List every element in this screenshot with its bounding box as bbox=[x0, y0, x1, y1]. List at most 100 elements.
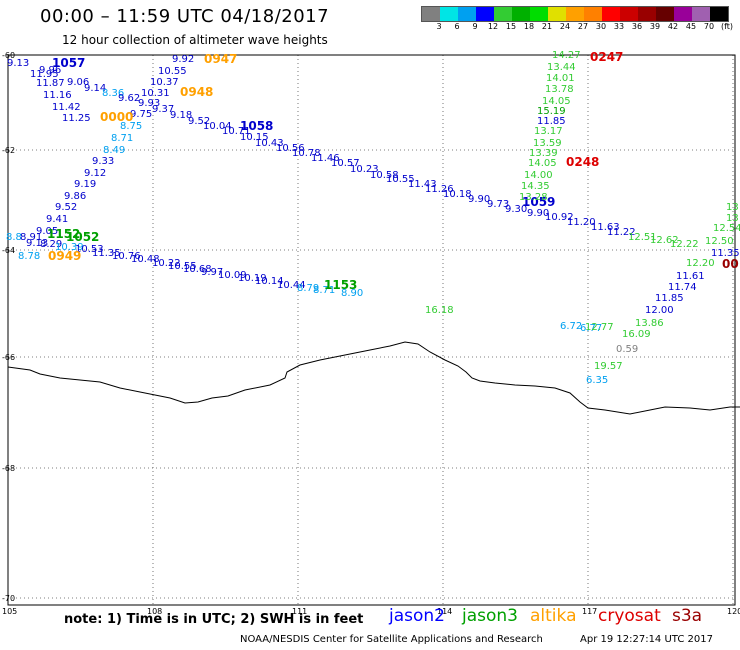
swh-value-label: 14.05 bbox=[528, 158, 557, 169]
swh-value-label: 11.85 bbox=[655, 293, 684, 304]
swh-value-label: 8.71 bbox=[313, 285, 335, 296]
color-scale-swatch bbox=[512, 7, 530, 21]
pass-time-label: 1153 bbox=[324, 278, 357, 292]
swh-value-label: 11.35 bbox=[92, 248, 121, 259]
swh-value-label: 13.17 bbox=[534, 126, 563, 137]
swh-value-label: 13.59 bbox=[533, 138, 562, 149]
swh-value-label: 10.55 bbox=[158, 66, 187, 77]
color-scale-swatch bbox=[422, 7, 440, 21]
color-scale-labels: 3 6 9 12 15 18 21 24 27 30 33 36 39 42 45 70 (ft) bbox=[421, 22, 734, 34]
swh-value-label: 9.41 bbox=[46, 214, 68, 225]
swh-value-label: 13.86 bbox=[635, 318, 664, 329]
wave-height-color-scale bbox=[421, 6, 729, 22]
swh-value-label: 12.51 bbox=[628, 232, 657, 243]
credit-line: NOAA/NESDIS Center for Satellite Applica… bbox=[240, 634, 543, 645]
swh-value-label: 11.20 bbox=[567, 217, 596, 228]
swh-value-label: 9.18 bbox=[170, 110, 192, 121]
swh-value-label: 14.00 bbox=[524, 170, 553, 181]
swh-value-label: 10.44 bbox=[277, 280, 306, 291]
color-scale-swatch bbox=[656, 7, 674, 21]
color-scale-swatch bbox=[530, 7, 548, 21]
swh-value-label: 10.39 bbox=[55, 242, 84, 253]
swh-value-label: 10.18 bbox=[443, 189, 472, 200]
swh-value-label: 8.79 bbox=[297, 283, 319, 294]
longitude-label: 114 bbox=[437, 607, 452, 616]
swh-value-label: 12.77 bbox=[585, 322, 614, 333]
swh-value-label: 10.58 bbox=[370, 170, 399, 181]
satellite-legend-s3a: s3a bbox=[672, 606, 703, 626]
swh-value-label: 10.71 bbox=[222, 126, 251, 137]
swh-value-label: 8.71 bbox=[111, 133, 133, 144]
swh-value-label: 8.29 bbox=[40, 239, 62, 250]
color-scale-label: 12 bbox=[487, 22, 499, 31]
color-scale-label: 3 bbox=[436, 22, 442, 31]
color-scale-label: 27 bbox=[577, 22, 589, 31]
swh-value-label: 11.85 bbox=[537, 116, 566, 127]
swh-value-label: 9.96 bbox=[39, 65, 61, 76]
swh-value-label: 16.09 bbox=[622, 329, 651, 340]
axis-labels: 105 108 111 114 117 120 -60 -62 -64 -66 -68 -70 bbox=[2, 51, 740, 616]
swh-value-label: 9.33 bbox=[92, 156, 114, 167]
swh-value-label: 10.68 bbox=[183, 264, 212, 275]
pass-time-label: 0247 bbox=[590, 50, 623, 64]
latitude-label: -66 bbox=[2, 353, 15, 362]
swh-value-label: 12.22 bbox=[670, 239, 699, 250]
color-scale-swatch bbox=[548, 7, 566, 21]
map-title: 00:00 – 11:59 UTC 04/18/2017 bbox=[40, 6, 330, 27]
swh-value-label: 9.90 bbox=[527, 208, 549, 219]
generated-timestamp: Apr 19 12:27:14 UTC 2017 bbox=[580, 634, 713, 645]
swh-value-label: 12.62 bbox=[650, 235, 679, 246]
swh-value-label: 11.87 bbox=[36, 78, 65, 89]
swh-value-label: 13.78 bbox=[545, 84, 574, 95]
swh-value-label: 9.62 bbox=[118, 93, 140, 104]
color-scale-label: (ft) bbox=[720, 22, 734, 31]
color-scale-label: 24 bbox=[559, 22, 571, 31]
swh-value-label: 11.16 bbox=[43, 90, 72, 101]
swh-value-label: 10.09 bbox=[218, 270, 247, 281]
swh-value-label: 10.22 bbox=[152, 258, 181, 269]
swh-value-label: 9.12 bbox=[84, 168, 106, 179]
color-scale-swatch bbox=[638, 7, 656, 21]
swh-value-label: 9.97 bbox=[201, 267, 223, 278]
swh-value-label: 14.01 bbox=[546, 73, 575, 84]
color-scale-label: 39 bbox=[649, 22, 661, 31]
color-scale-label: 33 bbox=[613, 22, 625, 31]
color-scale-label: 70 bbox=[703, 22, 715, 31]
pass-time-label: 0948 bbox=[180, 85, 213, 99]
swh-value-label: 10.19 bbox=[238, 273, 267, 284]
swh-value-label: 14.05 bbox=[542, 96, 571, 107]
pass-time-label: 0947 bbox=[204, 52, 237, 66]
swh-value-label: 11.46 bbox=[311, 153, 340, 164]
swh-value-label: 10.56 bbox=[276, 143, 305, 154]
swh-value-label: 9.86 bbox=[64, 191, 86, 202]
swh-value-label: 9.73 bbox=[487, 199, 509, 210]
swh-value-label: 9.13 bbox=[7, 58, 29, 69]
map-frame bbox=[7, 54, 736, 606]
color-scale-swatch bbox=[584, 7, 602, 21]
swh-value-label: 9.14 bbox=[84, 83, 106, 94]
swh-value-label: 10.92 bbox=[545, 212, 574, 223]
map-subtitle: 12 hour collection of altimeter wave hei… bbox=[62, 33, 328, 47]
swh-value-label: 9.06 bbox=[67, 77, 89, 88]
swh-value-label: 11.95 bbox=[30, 69, 59, 80]
color-scale-swatch bbox=[710, 7, 728, 21]
swh-value-label: 14.27 bbox=[552, 50, 581, 61]
satellite-legend-cryosat: cryosat bbox=[598, 606, 661, 626]
swh-value-label: 9.19 bbox=[74, 179, 96, 190]
swh-value-label: 19.57 bbox=[594, 361, 623, 372]
swh-value-label: 10.31 bbox=[141, 88, 170, 99]
color-scale-label: 21 bbox=[541, 22, 553, 31]
swh-value-label: 13 bbox=[726, 213, 739, 224]
color-scale-swatch bbox=[440, 7, 458, 21]
swh-value-label: 9.90 bbox=[468, 194, 490, 205]
swh-value-label: 9.13 bbox=[26, 238, 48, 249]
color-scale-swatch bbox=[476, 7, 494, 21]
pass-time-label: 0949 bbox=[48, 249, 81, 263]
swh-value-label: 6.35 bbox=[586, 375, 608, 386]
swh-value-label: 12.20 bbox=[686, 258, 715, 269]
swh-value-label: 12.54 bbox=[713, 223, 740, 234]
swh-value-label: 8.90 bbox=[341, 288, 363, 299]
swh-value-label: 8.36 bbox=[102, 88, 124, 99]
color-scale-label: 15 bbox=[505, 22, 517, 31]
color-scale-swatch bbox=[566, 7, 584, 21]
